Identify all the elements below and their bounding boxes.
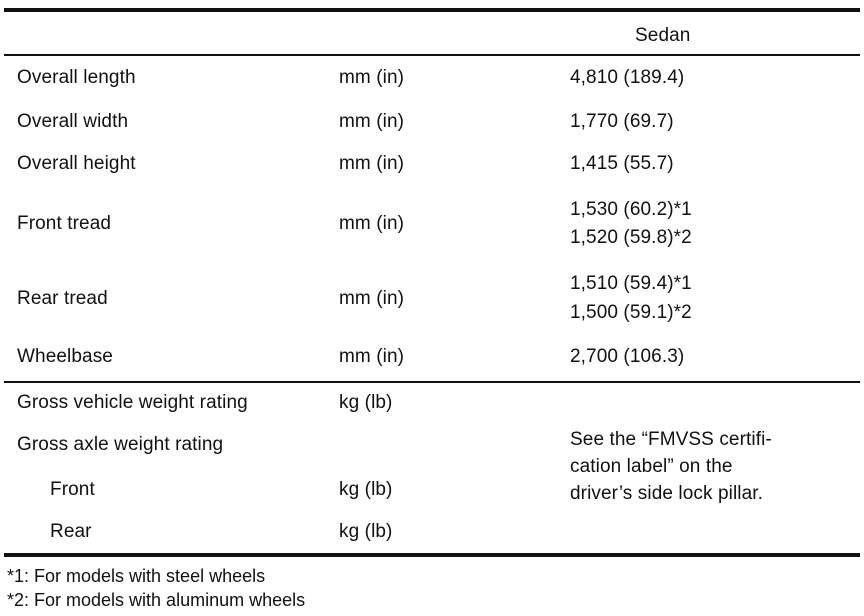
row-unit-gawr-front: kg (lb) (339, 479, 393, 500)
header-rule (4, 54, 860, 56)
row-label-rear-tread: Rear tread (17, 288, 108, 309)
row-unit-front-tread: mm (in) (339, 213, 405, 234)
row-value-front-tread-steel: 1,530 (60.2)*1 (570, 199, 692, 220)
row-label-gawr: Gross axle weight rating (17, 434, 224, 455)
row-value-overall-width: 1,770 (69.7) (570, 111, 674, 132)
row-value-rear-tread-steel: 1,510 (59.4)*1 (570, 273, 692, 294)
row-unit-overall-length: mm (in) (339, 67, 405, 88)
row-label-front-tread: Front tread (17, 213, 112, 234)
row-label-gawr-front: Front (50, 479, 95, 500)
row-label-wheelbase: Wheelbase (17, 346, 113, 367)
table-bottom-rule (4, 553, 860, 557)
row-value-rear-tread-aluminum: 1,500 (59.1)*2 (570, 302, 692, 323)
weight-note-line-3: driver’s side lock pillar. (570, 483, 764, 504)
column-header-sedan: Sedan (635, 25, 691, 46)
row-unit-overall-width: mm (in) (339, 111, 405, 132)
row-label-overall-length: Overall length (17, 67, 136, 88)
row-value-wheelbase: 2,700 (106.3) (570, 346, 685, 367)
row-unit-gawr-rear: kg (lb) (339, 521, 393, 542)
row-unit-rear-tread: mm (in) (339, 288, 405, 309)
row-value-front-tread-aluminum: 1,520 (59.8)*2 (570, 227, 692, 248)
row-unit-gvwr: kg (lb) (339, 392, 393, 413)
footnote-2: *2: For models with aluminum wheels (7, 590, 306, 610)
row-label-gawr-rear: Rear (50, 521, 92, 542)
weight-note-line-1: See the “FMVSS certifi- (570, 429, 772, 450)
section-rule (4, 381, 860, 383)
row-value-overall-length: 4,810 (189.4) (570, 67, 685, 88)
footnote-1: *1: For models with steel wheels (7, 566, 266, 586)
row-label-overall-width: Overall width (17, 111, 129, 132)
weight-note-line-2: cation label” on the (570, 456, 733, 477)
table-top-rule (4, 8, 860, 12)
row-label-overall-height: Overall height (17, 153, 136, 174)
row-value-overall-height: 1,415 (55.7) (570, 153, 674, 174)
row-label-gvwr: Gross vehicle weight rating (17, 392, 248, 413)
row-unit-overall-height: mm (in) (339, 153, 405, 174)
row-unit-wheelbase: mm (in) (339, 346, 405, 367)
